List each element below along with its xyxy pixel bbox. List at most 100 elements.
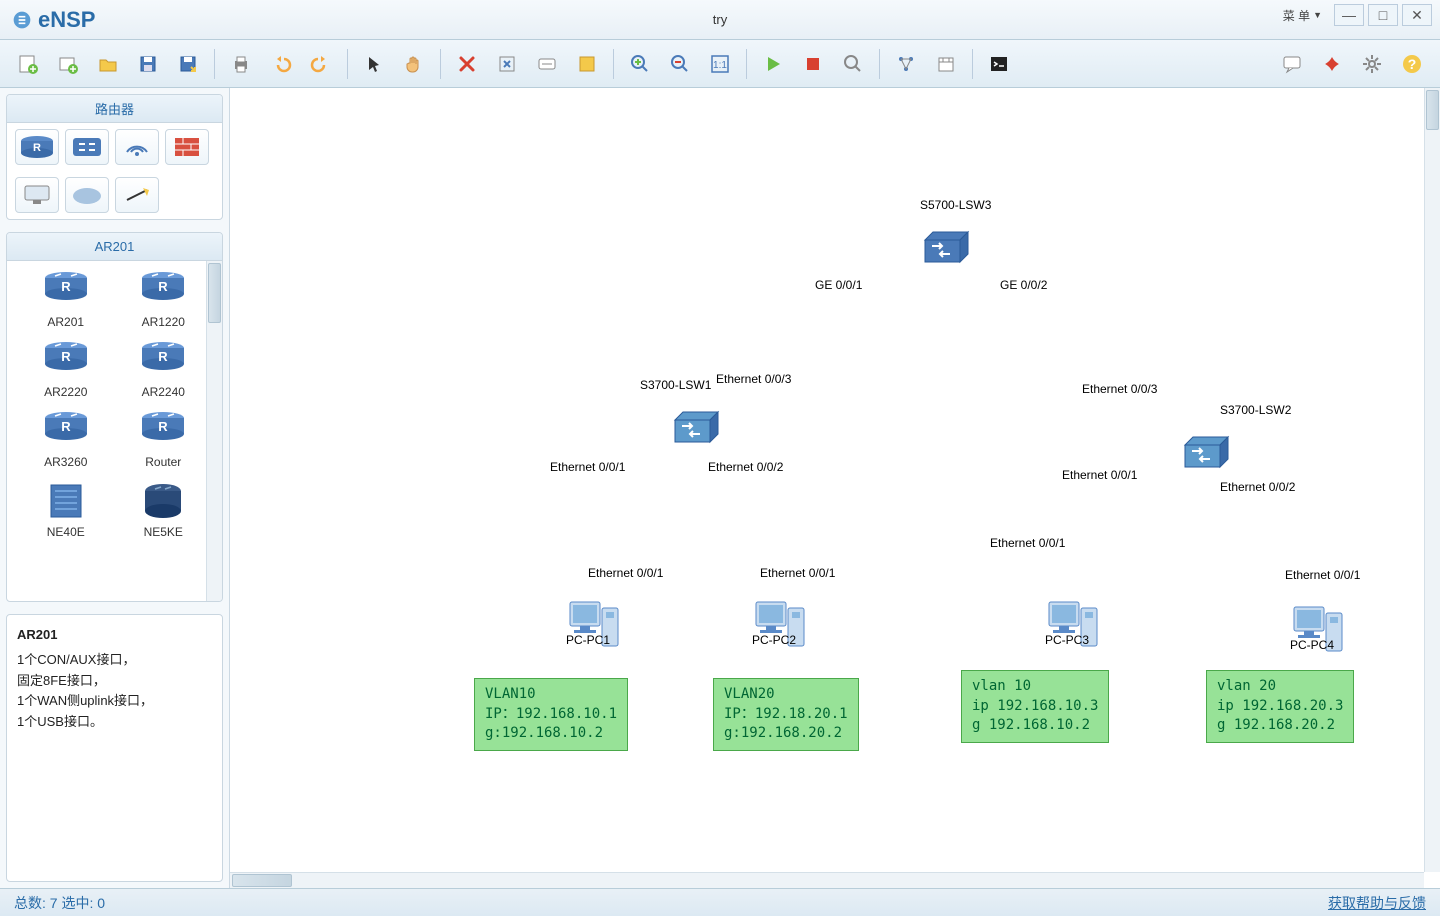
port-label: Ethernet 0/0/2 [708, 460, 783, 474]
svg-text:R: R [61, 349, 71, 364]
device-scrollbar[interactable] [206, 261, 222, 601]
device-panel-header: AR201 [7, 233, 222, 261]
device-item-ar1220[interactable]: RAR1220 [115, 267, 213, 333]
palette-switch[interactable] [65, 129, 109, 165]
port-label: Ethernet 0/0/1 [550, 460, 625, 474]
node-label: PC-PC2 [752, 633, 796, 647]
feedback-link[interactable]: 获取帮助与反馈 [1328, 893, 1426, 913]
node-lsw2[interactable] [1180, 433, 1230, 471]
print-button[interactable] [223, 46, 259, 82]
port-label: Ethernet 0/0/3 [1082, 382, 1157, 396]
broom-button[interactable] [489, 46, 525, 82]
palette-link[interactable] [115, 177, 159, 213]
device-item-ne5ke[interactable]: NE5KE [115, 477, 213, 543]
stop-button[interactable] [795, 46, 831, 82]
annotation-box[interactable]: VLAN20 IP：192.18.20.1 g:192.168.20.2 [713, 678, 859, 751]
canvas-wrap: GE 0/0/1Ethernet 0/0/3GE 0/0/2Ethernet 0… [230, 88, 1440, 888]
status-left: 总数: 7 选中: 0 [14, 893, 105, 913]
sidebar: 路由器 R AR201 RAR201RAR1220RAR2220RAR2240R… [0, 88, 230, 888]
canvas-vscroll[interactable] [1424, 88, 1440, 872]
logo-icon [12, 10, 32, 30]
port-label: Ethernet 0/0/1 [588, 566, 663, 580]
settings-button[interactable] [1354, 46, 1390, 82]
svg-text:1:1: 1:1 [713, 60, 727, 71]
app-name: eNSP [38, 7, 95, 33]
menu-button[interactable]: 菜 单▼ [1275, 5, 1330, 26]
svg-text:R: R [61, 419, 71, 434]
text-tool[interactable] [529, 46, 565, 82]
close-button[interactable]: ✕ [1402, 4, 1432, 26]
chat-button[interactable] [1274, 46, 1310, 82]
device-item-ne40e[interactable]: NE40E [17, 477, 115, 543]
device-item-ar201[interactable]: RAR201 [17, 267, 115, 333]
palette-pc[interactable] [15, 177, 59, 213]
device-panel: AR201 RAR201RAR1220RAR2220RAR2240RAR3260… [6, 232, 223, 602]
zoomin-button[interactable] [622, 46, 658, 82]
topo-button[interactable] [888, 46, 924, 82]
node-lsw1[interactable] [670, 408, 720, 446]
description-box: AR201 1个CON/AUX接口， 固定8FE接口， 1个WAN侧uplink… [6, 614, 223, 882]
svg-text:R: R [159, 419, 169, 434]
device-item-ar2220[interactable]: RAR2220 [17, 337, 115, 403]
device-item-router[interactable]: RRouter [115, 407, 213, 473]
start-button[interactable] [755, 46, 791, 82]
palette-tool[interactable] [569, 46, 605, 82]
device-item-ar2240[interactable]: RAR2240 [115, 337, 213, 403]
palette-router[interactable]: R [15, 129, 59, 165]
annotation-box[interactable]: VLAN10 IP：192.168.10.1 g:192.168.10.2 [474, 678, 628, 751]
port-label: Ethernet 0/0/1 [760, 566, 835, 580]
topology-canvas[interactable] [230, 88, 530, 238]
device-list: RAR201RAR1220RAR2220RAR2240RAR3260RRoute… [7, 261, 222, 601]
annotation-box[interactable]: vlan 10 ip 192.168.10.3 g 192.168.10.2 [961, 670, 1109, 743]
new-topo-button[interactable] [10, 46, 46, 82]
new-item-button[interactable] [50, 46, 86, 82]
huawei-button[interactable] [1314, 46, 1350, 82]
node-label: S5700-LSW3 [920, 198, 991, 212]
capture-button[interactable] [835, 46, 871, 82]
delete-button[interactable] [449, 46, 485, 82]
undo-button[interactable] [263, 46, 299, 82]
pan-tool[interactable] [396, 46, 432, 82]
svg-text:R: R [159, 279, 169, 294]
port-label: GE 0/0/2 [1000, 278, 1047, 292]
save-button[interactable] [130, 46, 166, 82]
device-item-ar3260[interactable]: RAR3260 [17, 407, 115, 473]
svg-text:R: R [33, 142, 41, 154]
maximize-button[interactable]: □ [1368, 4, 1398, 26]
svg-text:?: ? [1408, 56, 1417, 72]
port-label: Ethernet 0/0/1 [1285, 568, 1360, 582]
status-bar: 总数: 7 选中: 0 获取帮助与反馈 [0, 888, 1440, 916]
palette-wlan[interactable] [115, 129, 159, 165]
category-header: 路由器 [7, 95, 222, 123]
app-logo: eNSP [12, 7, 95, 33]
canvas-hscroll[interactable] [230, 872, 1424, 888]
node-label: PC-PC3 [1045, 633, 1089, 647]
palette-cloud[interactable] [65, 177, 109, 213]
redo-button[interactable] [303, 46, 339, 82]
pointer-tool[interactable] [356, 46, 392, 82]
node-label: PC-PC4 [1290, 638, 1334, 652]
calendar-button[interactable] [928, 46, 964, 82]
port-label: Ethernet 0/0/1 [990, 536, 1065, 550]
description-title: AR201 [17, 625, 212, 646]
node-label: S3700-LSW2 [1220, 403, 1291, 417]
annotation-box[interactable]: vlan 20 ip 192.168.20.3 g 192.168.20.2 [1206, 670, 1354, 743]
category-panel: 路由器 R [6, 94, 223, 220]
port-label: Ethernet 0/0/1 [1062, 468, 1137, 482]
minimize-button[interactable]: — [1334, 4, 1364, 26]
port-label: Ethernet 0/0/2 [1220, 480, 1295, 494]
open-button[interactable] [90, 46, 126, 82]
zoomout-button[interactable] [662, 46, 698, 82]
svg-text:R: R [61, 279, 71, 294]
palette-firewall[interactable] [165, 129, 209, 165]
description-body: 1个CON/AUX接口， 固定8FE接口， 1个WAN侧uplink接口， 1个… [17, 650, 212, 733]
document-title: try [713, 12, 727, 27]
node-label: S3700-LSW1 [640, 378, 711, 392]
fit-button[interactable]: 1:1 [702, 46, 738, 82]
help-button[interactable]: ? [1394, 46, 1430, 82]
saveas-button[interactable] [170, 46, 206, 82]
cli-button[interactable] [981, 46, 1017, 82]
svg-text:R: R [159, 349, 169, 364]
node-lsw3[interactable] [920, 228, 970, 266]
main-area: 路由器 R AR201 RAR201RAR1220RAR2220RAR2240R… [0, 88, 1440, 888]
